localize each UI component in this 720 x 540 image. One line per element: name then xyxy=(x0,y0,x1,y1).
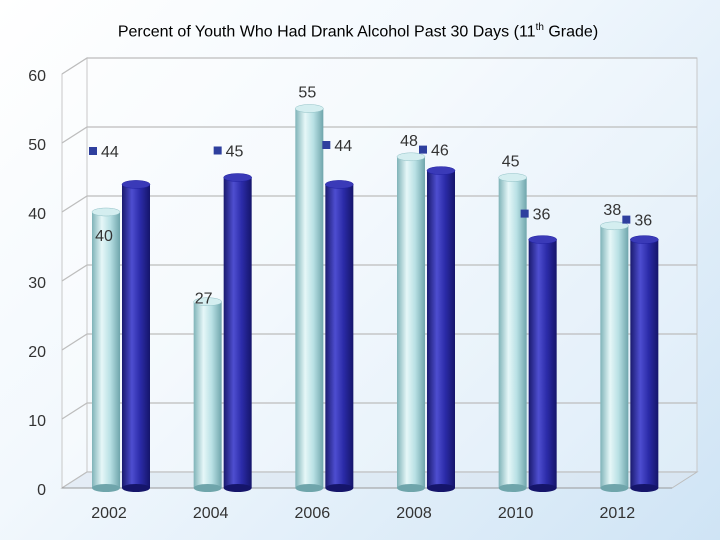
bar-body xyxy=(630,239,659,488)
bar-series-b xyxy=(528,235,557,492)
bar-cap xyxy=(295,104,324,113)
bar-body xyxy=(122,184,150,488)
bar-series-b xyxy=(223,173,252,492)
bar-base xyxy=(397,484,425,492)
bar-body xyxy=(528,239,557,488)
bar-series-b xyxy=(121,180,151,492)
data-label-series-b: 36 xyxy=(634,213,652,230)
bar-body xyxy=(397,156,425,489)
bar-cap xyxy=(121,180,151,189)
data-label-series-a: 40 xyxy=(95,228,113,245)
bar-series-a xyxy=(396,152,426,492)
bar-base xyxy=(122,484,150,492)
bar-series-a xyxy=(91,207,121,492)
bar-cap xyxy=(498,173,527,182)
bar-body xyxy=(92,212,120,488)
gridline xyxy=(61,57,697,75)
bar-body xyxy=(325,184,354,488)
data-marker-series-b xyxy=(419,145,427,154)
y-tick-label: 30 xyxy=(28,275,46,292)
bar-base xyxy=(295,484,324,492)
data-label-series-a: 27 xyxy=(195,291,213,308)
data-label-series-a: 48 xyxy=(400,133,418,150)
x-tick-label: 2012 xyxy=(600,505,636,522)
bar-cap xyxy=(193,297,222,306)
data-marker-series-b xyxy=(520,209,529,218)
bar-series-a xyxy=(295,104,324,492)
bar-base xyxy=(193,484,222,492)
y-tick-label: 10 xyxy=(28,413,46,430)
gridline xyxy=(61,195,697,213)
y-tick-label: 20 xyxy=(28,344,46,361)
bar-base xyxy=(427,484,455,492)
gridline xyxy=(61,126,697,144)
data-label-series-a: 38 xyxy=(603,202,621,219)
bar-base xyxy=(498,484,527,492)
bar-base xyxy=(223,484,252,492)
x-tick-label: 2008 xyxy=(396,505,432,522)
data-label-series-a: 45 xyxy=(502,154,520,171)
gridline xyxy=(61,402,697,420)
bar-body xyxy=(295,108,324,488)
data-label-series-b: 45 xyxy=(226,144,244,161)
x-tick-label: 2006 xyxy=(295,505,331,522)
data-marker-series-b xyxy=(213,146,222,155)
x-tick-label: 2010 xyxy=(498,505,534,522)
bar-base xyxy=(92,484,120,492)
bar-body xyxy=(427,170,455,488)
bar-body xyxy=(193,301,222,488)
bar-series-b xyxy=(426,166,456,492)
bar-cap xyxy=(223,173,252,182)
y-tick-label: 0 xyxy=(37,482,46,499)
data-marker-series-b xyxy=(89,147,97,155)
bar-series-a xyxy=(498,173,527,492)
bar-series-a xyxy=(193,297,222,492)
bar-cap xyxy=(426,166,456,175)
bar-cap xyxy=(396,152,426,162)
gridline xyxy=(61,264,697,282)
bar-body xyxy=(498,177,527,488)
bar-body xyxy=(600,225,629,489)
bar-series-a xyxy=(600,221,629,492)
bar-cap xyxy=(91,207,121,217)
bar-cap xyxy=(528,235,557,244)
data-marker-series-b xyxy=(322,141,331,149)
data-label-series-b: 46 xyxy=(431,143,449,160)
y-tick-label: 60 xyxy=(28,68,46,85)
y-tick-label: 50 xyxy=(28,137,46,154)
bar-cap xyxy=(630,235,659,244)
bar-series-b xyxy=(630,235,659,492)
data-label-series-b: 44 xyxy=(101,144,119,161)
bar-cap xyxy=(325,180,354,189)
y-tick-label: 40 xyxy=(28,206,46,223)
bar-series-b xyxy=(325,180,354,492)
x-tick-label: 2004 xyxy=(193,505,229,522)
bar-base xyxy=(528,484,557,492)
bar-base xyxy=(325,484,354,492)
chart-title: Percent of Youth Who Had Drank Alcohol P… xyxy=(117,22,599,41)
x-tick-label: 2002 xyxy=(91,505,127,522)
data-marker-series-b xyxy=(622,215,631,224)
data-label-series-b: 44 xyxy=(334,138,352,155)
data-label-series-a: 55 xyxy=(298,85,316,102)
bar-body xyxy=(223,177,252,488)
bar-base xyxy=(630,484,659,492)
gridline xyxy=(61,333,697,351)
bar-base xyxy=(600,484,629,492)
bar-cap xyxy=(600,221,629,231)
data-label-series-b: 36 xyxy=(533,207,551,224)
